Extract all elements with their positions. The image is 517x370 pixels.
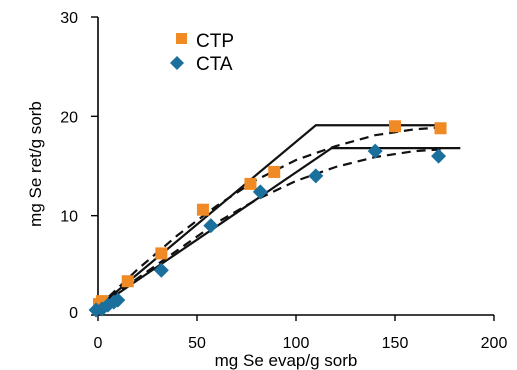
legend-label-ctp: CTP [196,31,234,52]
data-markers [88,120,447,318]
y-axis-label: mg Se ret/g sorb [26,101,45,227]
data-point-ctp [121,275,134,288]
model-lines [97,124,461,308]
data-point-cta [252,184,268,200]
x-tick-label: 200 [481,335,508,352]
axis-ticks: 0 50 100 150 200 0 10 20 30 [60,10,507,352]
data-point-ctp [434,122,447,135]
x-tick-label: 50 [188,335,206,352]
legend: CTP CTA [170,31,234,75]
data-point-ctp [244,177,257,190]
x-tick-label: 100 [283,335,310,352]
data-point-ctp [268,165,281,178]
legend-marker-cta [170,56,184,70]
y-tick-label: 20 [60,109,78,126]
y-tick-label: 0 [69,305,78,322]
data-point-cta [367,143,383,159]
legend-label-cta: CTA [196,54,233,75]
y-tick-label: 30 [60,10,78,27]
data-point-ctp [196,203,209,216]
y-tick-label: 10 [60,209,78,226]
model-line-cta-dashed [97,148,445,308]
x-axis-label: mg Se evap/g sorb [215,351,358,370]
data-point-cta [203,218,219,234]
legend-marker-ctp [176,33,187,44]
x-tick-label: 150 [382,335,409,352]
data-point-cta [431,148,447,164]
data-point-cta [308,168,324,184]
data-point-ctp [155,247,168,260]
data-point-cta [110,292,126,308]
data-point-cta [153,262,169,278]
data-point-ctp [389,120,401,133]
model-line-ctp-solid [97,124,439,308]
x-tick-label: 0 [94,335,103,352]
